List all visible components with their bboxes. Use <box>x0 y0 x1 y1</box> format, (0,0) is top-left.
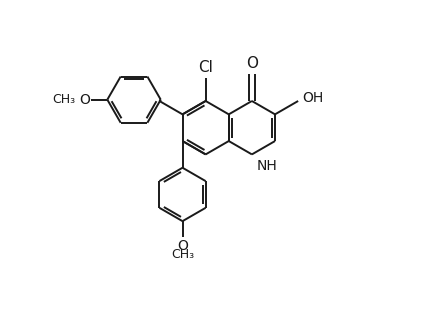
Text: OH: OH <box>302 91 323 106</box>
Text: CH₃: CH₃ <box>53 93 76 106</box>
Text: O: O <box>177 239 188 253</box>
Text: O: O <box>79 93 90 107</box>
Text: O: O <box>246 56 258 71</box>
Text: NH: NH <box>257 159 277 173</box>
Text: Cl: Cl <box>198 60 213 75</box>
Text: CH₃: CH₃ <box>171 248 194 261</box>
